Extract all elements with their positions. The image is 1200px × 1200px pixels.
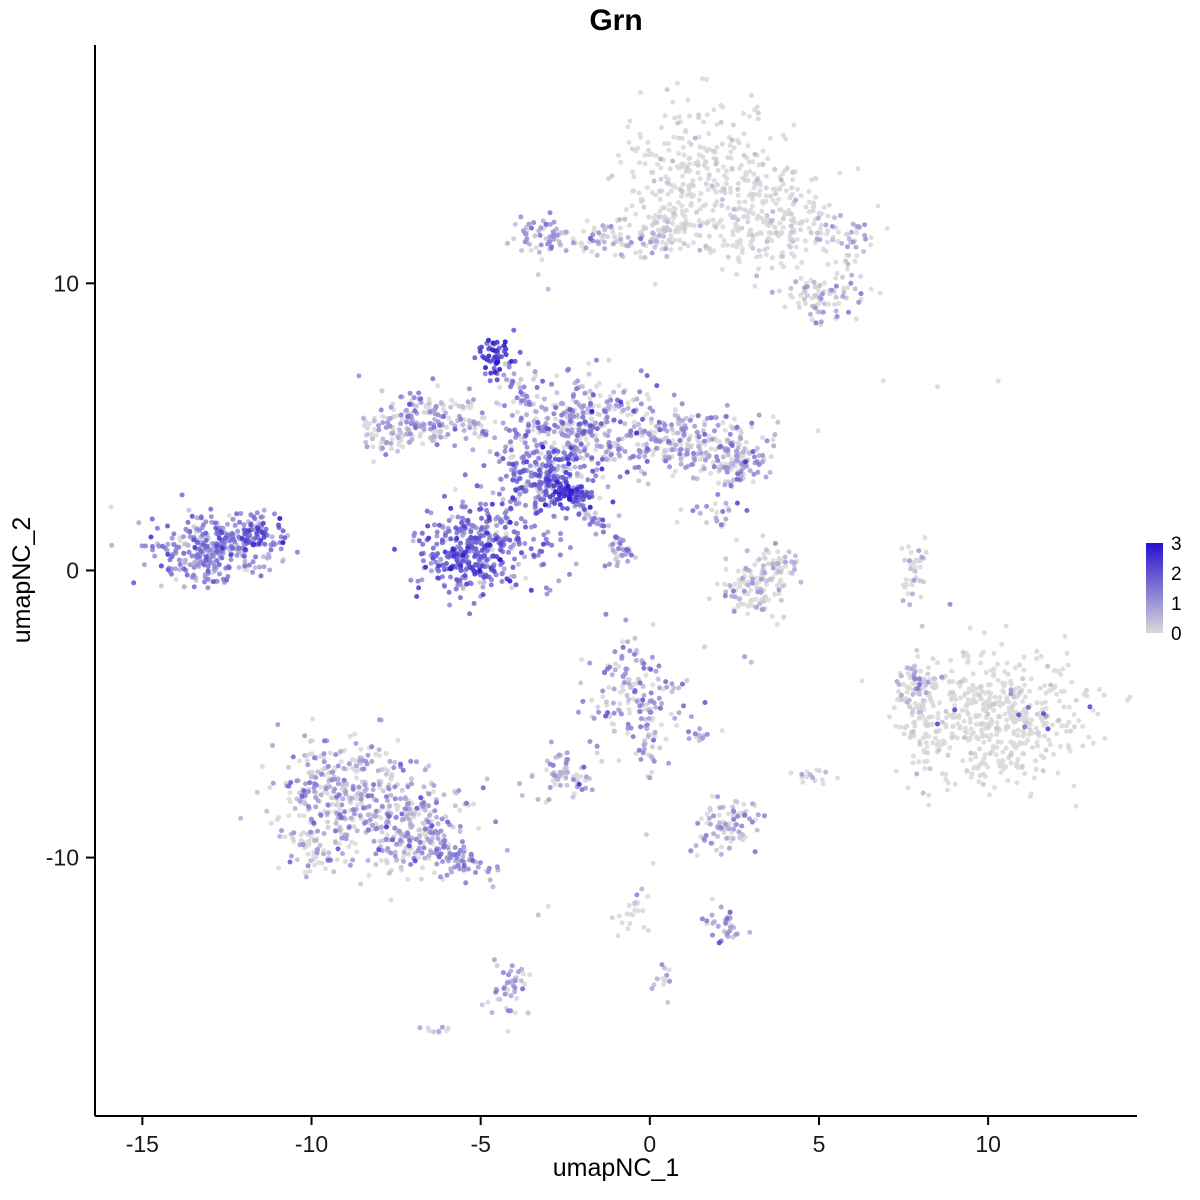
colorbar-tick-label: 3: [1171, 534, 1182, 555]
x-axis-label: umapNC_1: [553, 1154, 679, 1182]
colorbar-tick-label: 1: [1171, 594, 1182, 615]
y-axis-label: umapNC_2: [8, 517, 36, 643]
chart-title: Grn: [589, 4, 642, 37]
colorbar-legend: 3 2 1 0: [1146, 534, 1182, 645]
colorbar-gradient: [1146, 543, 1163, 633]
scatter-points: [108, 76, 1133, 1036]
colorbar-tick-label: 0: [1171, 624, 1182, 645]
svg-text:-15: -15: [126, 1131, 159, 1157]
colorbar-tick-label: 2: [1171, 564, 1182, 585]
svg-text:-5: -5: [470, 1131, 490, 1157]
svg-text:-10: -10: [295, 1131, 328, 1157]
